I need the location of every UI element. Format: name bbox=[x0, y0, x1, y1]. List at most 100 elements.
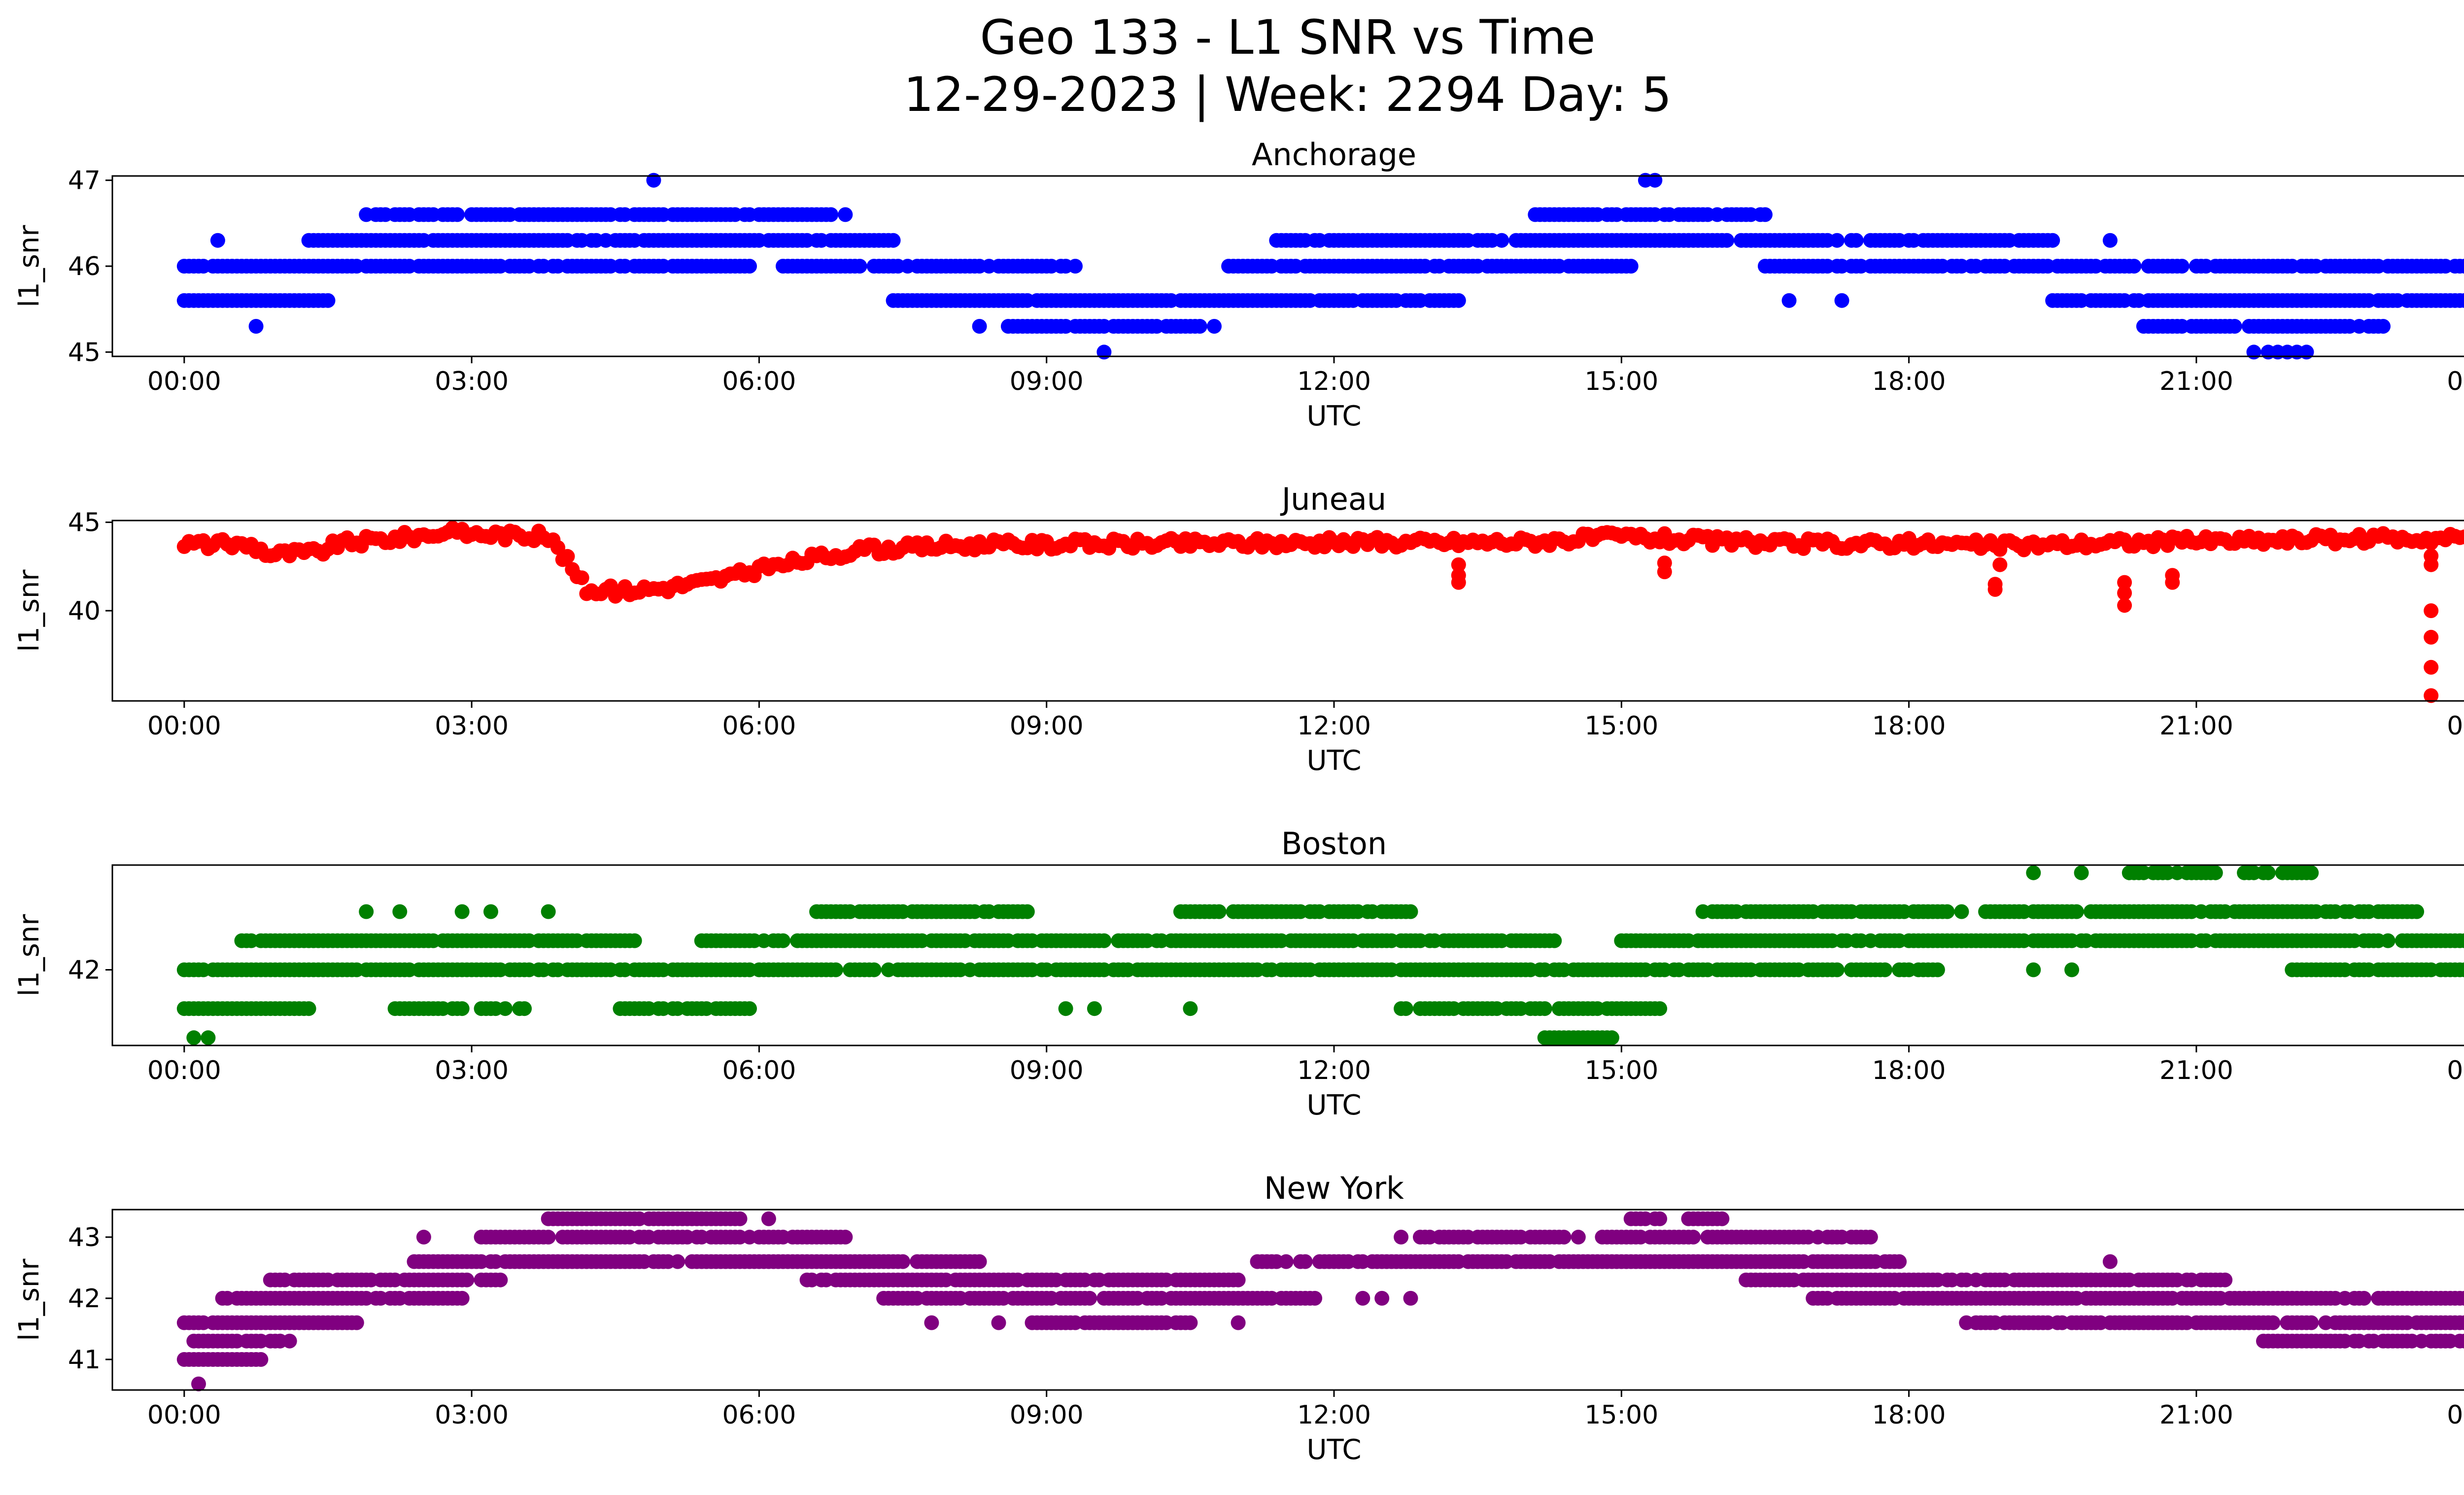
axes-frame bbox=[111, 864, 2464, 1046]
data-point bbox=[972, 319, 987, 334]
x-tick-label: 00:00 bbox=[2447, 1056, 2464, 1085]
subplot-boston: Boston 00:00 03:00 06:00 09:00 12:00 15:00 18:0… bbox=[13, 826, 2464, 1121]
data-point bbox=[2265, 1315, 2281, 1330]
x-tick-label: 09:00 bbox=[1010, 711, 1084, 741]
data-point bbox=[895, 1254, 911, 1269]
data-point bbox=[201, 1030, 216, 1045]
x-tick-label: 09:00 bbox=[1010, 1056, 1084, 1085]
data-point bbox=[1231, 1315, 1246, 1330]
data-point bbox=[2409, 904, 2425, 919]
x-tick-label: 06:00 bbox=[722, 367, 796, 396]
x-tick-label: 03:00 bbox=[435, 1056, 509, 1085]
data-point bbox=[1652, 1001, 1668, 1016]
x-axis-label: UTC bbox=[1306, 1089, 1361, 1121]
data-point bbox=[1403, 1290, 1418, 1306]
subplot-juneau: Juneau 00:00 03:00 06:00 09:00 12:00 15:00 18:0… bbox=[13, 481, 2464, 777]
data-point bbox=[1604, 1030, 1619, 1045]
data-point bbox=[852, 259, 867, 274]
data-point bbox=[493, 1272, 508, 1287]
data-points bbox=[176, 521, 2464, 703]
data-point bbox=[2457, 1315, 2464, 1330]
data-point bbox=[627, 933, 642, 948]
x-axis-label: UTC bbox=[1306, 400, 1361, 432]
data-point bbox=[1686, 1229, 1701, 1245]
x-tick-label: 12:00 bbox=[1297, 711, 1371, 741]
data-point bbox=[517, 1001, 532, 1016]
data-point bbox=[2126, 259, 2142, 274]
data-point bbox=[1470, 1001, 1485, 1016]
x-tick-label: 00:00 bbox=[2447, 711, 2464, 741]
data-point bbox=[1087, 1001, 1102, 1016]
x-tick-label: 15:00 bbox=[1584, 367, 1658, 396]
data-point bbox=[2457, 962, 2464, 977]
y-tick-label: 41 bbox=[68, 1345, 101, 1375]
data-point bbox=[560, 549, 575, 564]
data-points bbox=[176, 1211, 2464, 1391]
data-point bbox=[1647, 173, 1663, 188]
y-tick-label: 40 bbox=[68, 596, 101, 626]
x-tick-label: 21:00 bbox=[2159, 1400, 2233, 1430]
data-point bbox=[670, 1254, 685, 1269]
data-point bbox=[1096, 345, 1112, 360]
data-points bbox=[176, 173, 2464, 360]
data-point bbox=[1183, 1315, 1198, 1330]
data-point bbox=[210, 233, 225, 248]
x-tick-label: 12:00 bbox=[1297, 1056, 1371, 1085]
data-point bbox=[1930, 962, 1945, 977]
data-point bbox=[2117, 586, 2132, 601]
data-point bbox=[1940, 904, 1955, 919]
subplot-new-york: New York 00:00 03:00 06:00 09:00 12:00 15:00 18… bbox=[13, 1170, 2464, 1466]
data-point bbox=[454, 1001, 470, 1016]
data-point bbox=[2424, 603, 2439, 618]
data-point bbox=[2457, 933, 2464, 948]
data-point bbox=[886, 233, 901, 248]
data-point bbox=[1020, 904, 1035, 919]
data-point bbox=[2064, 962, 2080, 977]
data-point bbox=[776, 933, 790, 948]
subplot-title: Juneau bbox=[1280, 481, 1386, 517]
data-point bbox=[2457, 259, 2464, 274]
x-tick-label: 21:00 bbox=[2159, 367, 2233, 396]
x-tick-label: 18:00 bbox=[1872, 1056, 1946, 1085]
x-tick-label: 03:00 bbox=[435, 711, 509, 741]
data-point bbox=[541, 1229, 556, 1245]
data-point bbox=[1231, 1272, 1246, 1287]
data-point bbox=[2208, 865, 2223, 880]
data-point bbox=[1781, 293, 1797, 308]
data-point bbox=[550, 540, 566, 555]
x-tick-label: 03:00 bbox=[435, 367, 509, 396]
data-point bbox=[972, 1254, 987, 1269]
data-point bbox=[1992, 557, 2008, 572]
x-tick-label: 12:00 bbox=[1297, 1400, 1371, 1430]
x-tick-label: 00:00 bbox=[147, 367, 221, 396]
data-point bbox=[1374, 1290, 1390, 1306]
data-point bbox=[2165, 568, 2180, 583]
data-point bbox=[1757, 207, 1773, 222]
x-axis-label: UTC bbox=[1306, 1434, 1361, 1466]
y-tick-label: 43 bbox=[68, 1223, 101, 1252]
y-axis-label: l1_snr bbox=[13, 1258, 45, 1341]
data-point bbox=[1892, 1254, 1907, 1269]
x-tick-label: 06:00 bbox=[722, 711, 796, 741]
data-point bbox=[742, 1001, 757, 1016]
data-point bbox=[2424, 688, 2439, 703]
data-point bbox=[2462, 534, 2464, 545]
data-point bbox=[2304, 865, 2319, 880]
data-point bbox=[2462, 1336, 2464, 1346]
y-axis-label: l1_snr bbox=[13, 569, 45, 652]
data-point bbox=[349, 1315, 364, 1330]
data-point bbox=[459, 1272, 475, 1287]
data-point bbox=[991, 1315, 1006, 1330]
data-point bbox=[2462, 936, 2464, 946]
y-axis-label: l1_snr bbox=[13, 225, 45, 308]
data-point bbox=[2462, 965, 2464, 975]
data-point bbox=[541, 904, 556, 919]
x-tick-label: 06:00 bbox=[722, 1400, 796, 1430]
data-point bbox=[2102, 1254, 2118, 1269]
data-point bbox=[1278, 1254, 1294, 1269]
subplot-title: Anchorage bbox=[1252, 137, 1416, 173]
data-point bbox=[866, 962, 882, 977]
data-point bbox=[2299, 345, 2314, 360]
x-tick-label: 00:00 bbox=[2447, 367, 2464, 396]
